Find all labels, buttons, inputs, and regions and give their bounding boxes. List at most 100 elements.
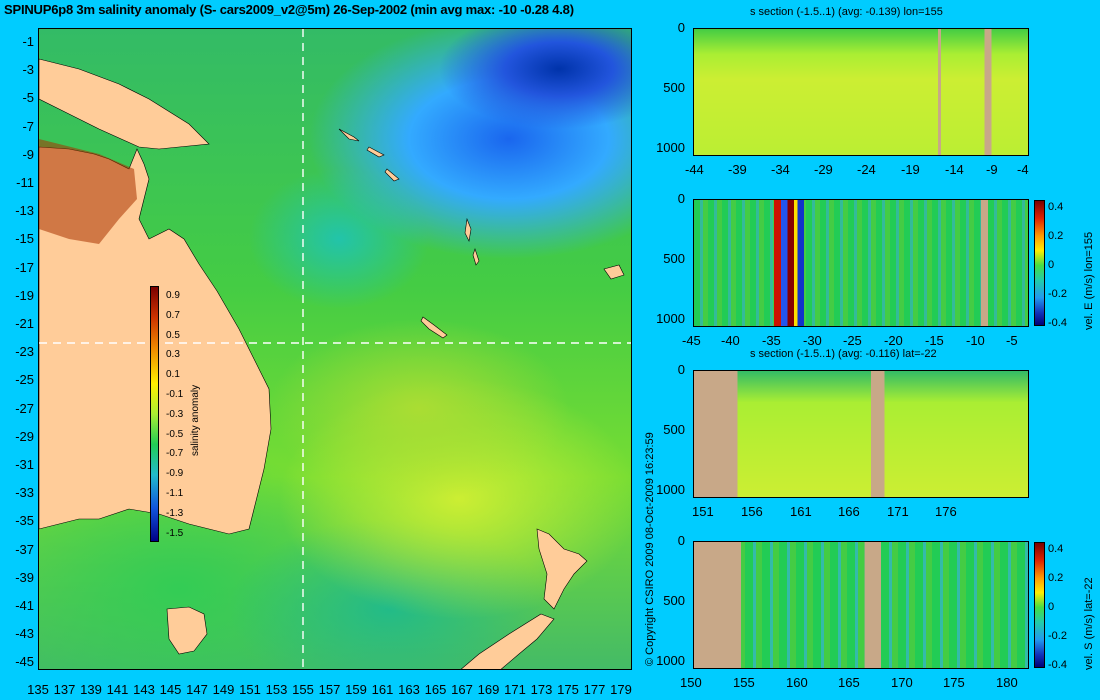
land-new-guinea <box>39 58 210 150</box>
section-y-tick: 0 <box>677 533 685 548</box>
section-y-tick: 500 <box>663 251 685 266</box>
lon-tick-label: 167 <box>451 682 473 697</box>
salinity-colorbar <box>150 286 159 542</box>
colorbar-tick-label: -0.5 <box>166 428 184 440</box>
section-x-tick: 170 <box>891 675 913 690</box>
lat-tick-label: -17 <box>15 259 34 275</box>
lon-tick-label: 141 <box>106 682 129 697</box>
section-y-tick: 0 <box>677 20 685 35</box>
section-panel-1 <box>693 28 1029 156</box>
lat-tick-label: -45 <box>15 654 34 670</box>
lat-tick-label: -25 <box>15 372 34 388</box>
section-x-tick: 175 <box>943 675 965 690</box>
lon-tick-label: 139 <box>80 682 102 697</box>
colorbar-tick-label: -1.1 <box>166 488 184 499</box>
lat-tick-label: -27 <box>15 400 34 416</box>
section-colorbar-tick: 0.4 <box>1048 201 1064 213</box>
anomaly-gulf-carpentaria <box>39 139 137 244</box>
land-solomon-islands <box>338 128 400 182</box>
section-x-tick: -19 <box>901 162 920 177</box>
vel-s-colorbar <box>1034 542 1045 668</box>
lon-tick-label: 143 <box>133 682 155 697</box>
vel-e-colorbar <box>1034 200 1045 326</box>
colorbar-tick-label: -1.3 <box>166 507 184 519</box>
lat-tick-label: -5 <box>22 90 34 106</box>
section-x-tick: -35 <box>762 333 781 348</box>
section-x-tick: -4 <box>1017 162 1029 177</box>
lat-tick-label: -43 <box>15 626 34 642</box>
section-x-tick: 165 <box>838 675 860 690</box>
lat-tick-label: -35 <box>15 513 34 529</box>
colorbar-tick-label: 0.7 <box>166 309 180 321</box>
section-x-tick: -9 <box>986 162 998 177</box>
section-x-tick: -44 <box>685 162 704 177</box>
salinity-map <box>38 28 632 670</box>
lat-tick-label: -3 <box>22 62 34 78</box>
lat-tick-label: -31 <box>15 457 34 472</box>
lon-tick-label: 153 <box>265 682 288 697</box>
lon-tick-label: 157 <box>318 682 341 697</box>
lon-tick-label: 163 <box>398 682 420 697</box>
panel-1-title: s section (-1.5..1) (avg: -0.139) lon=15… <box>750 6 943 18</box>
lon-tick-label: 165 <box>424 682 447 697</box>
lon-tick-label: 135 <box>27 682 49 697</box>
section-y-tick: 0 <box>677 191 685 206</box>
colorbar-tick-label: 0.3 <box>166 349 180 361</box>
lat-tick-label: -37 <box>15 541 34 557</box>
section-y-tick: 1000 <box>656 482 685 497</box>
lon-tick-label: 171 <box>504 682 526 697</box>
lat-tick-label: -39 <box>15 569 34 585</box>
section-x-tick: 160 <box>786 675 808 690</box>
map-land-layer <box>39 29 631 669</box>
section-x-tick: -14 <box>945 162 964 177</box>
section-panel-2 <box>693 199 1029 327</box>
lon-tick-label: 177 <box>583 682 606 697</box>
section-y-tick: 1000 <box>656 311 685 326</box>
colorbar-tick-label: 0.1 <box>166 369 180 381</box>
section-x-tick: 161 <box>790 504 812 519</box>
section-colorbar-tick: -0.4 <box>1048 317 1067 329</box>
section-colorbar-tick: 0.4 <box>1048 543 1064 555</box>
colorbar-tick-label: 0.5 <box>166 329 180 341</box>
section-x-tick: -5 <box>1006 333 1018 348</box>
lon-tick-label: 155 <box>292 682 314 697</box>
lat-tick-label: -19 <box>15 287 34 303</box>
vel-e-colorbar-label: vel. E (m/s) lon=155 <box>1083 231 1095 330</box>
colorbar-tick-label: -1.5 <box>166 527 184 539</box>
lon-tick-label: 137 <box>53 682 76 697</box>
lat-tick-label: -41 <box>15 598 34 613</box>
section-y-tick: 0 <box>677 362 685 377</box>
lat-tick-label: -1 <box>22 34 34 49</box>
lat-tick-label: -15 <box>15 231 34 247</box>
section-panel-4 <box>693 541 1029 669</box>
lat-tick-label: -21 <box>15 316 34 331</box>
colorbar-tick-label: -0.7 <box>166 448 184 460</box>
section-x-tick: -34 <box>771 162 790 177</box>
section-x-tick: -40 <box>721 333 740 348</box>
section-colorbar-tick: 0 <box>1048 259 1055 271</box>
land-vanuatu <box>464 217 480 266</box>
section-x-tick: 151 <box>692 504 714 519</box>
lon-tick-label: 159 <box>345 682 367 697</box>
lon-tick-label: 173 <box>530 682 553 697</box>
lon-tick-label: 151 <box>239 682 261 697</box>
land-new-zealand-north <box>536 528 588 610</box>
section-panel-3 <box>693 370 1029 498</box>
section-colorbar-tick: 0 <box>1048 601 1055 613</box>
section-y-tick: 1000 <box>656 140 685 155</box>
section-x-tick: 180 <box>996 675 1018 690</box>
figure-title: SPINUP6p8 3m salinity anomaly (S- cars20… <box>4 2 574 17</box>
section-x-tick: -15 <box>925 333 944 348</box>
colorbar-tick-label: -0.1 <box>166 389 184 400</box>
section-colorbar-tick: 0.2 <box>1048 572 1064 584</box>
section-x-tick: 155 <box>733 675 755 690</box>
lat-tick-label: -11 <box>16 175 34 190</box>
section-colorbar-tick: 0.2 <box>1048 230 1064 242</box>
section-y-tick: 500 <box>663 422 685 437</box>
section-y-tick: 1000 <box>656 653 685 668</box>
lon-tick-label: 169 <box>477 682 500 697</box>
lon-tick-label: 179 <box>610 682 632 697</box>
lon-tick-label: 147 <box>186 682 208 697</box>
section-x-tick: -29 <box>814 162 833 177</box>
panel-3-title: s section (-1.5..1) (avg: -0.116) lat=-2… <box>750 348 937 360</box>
